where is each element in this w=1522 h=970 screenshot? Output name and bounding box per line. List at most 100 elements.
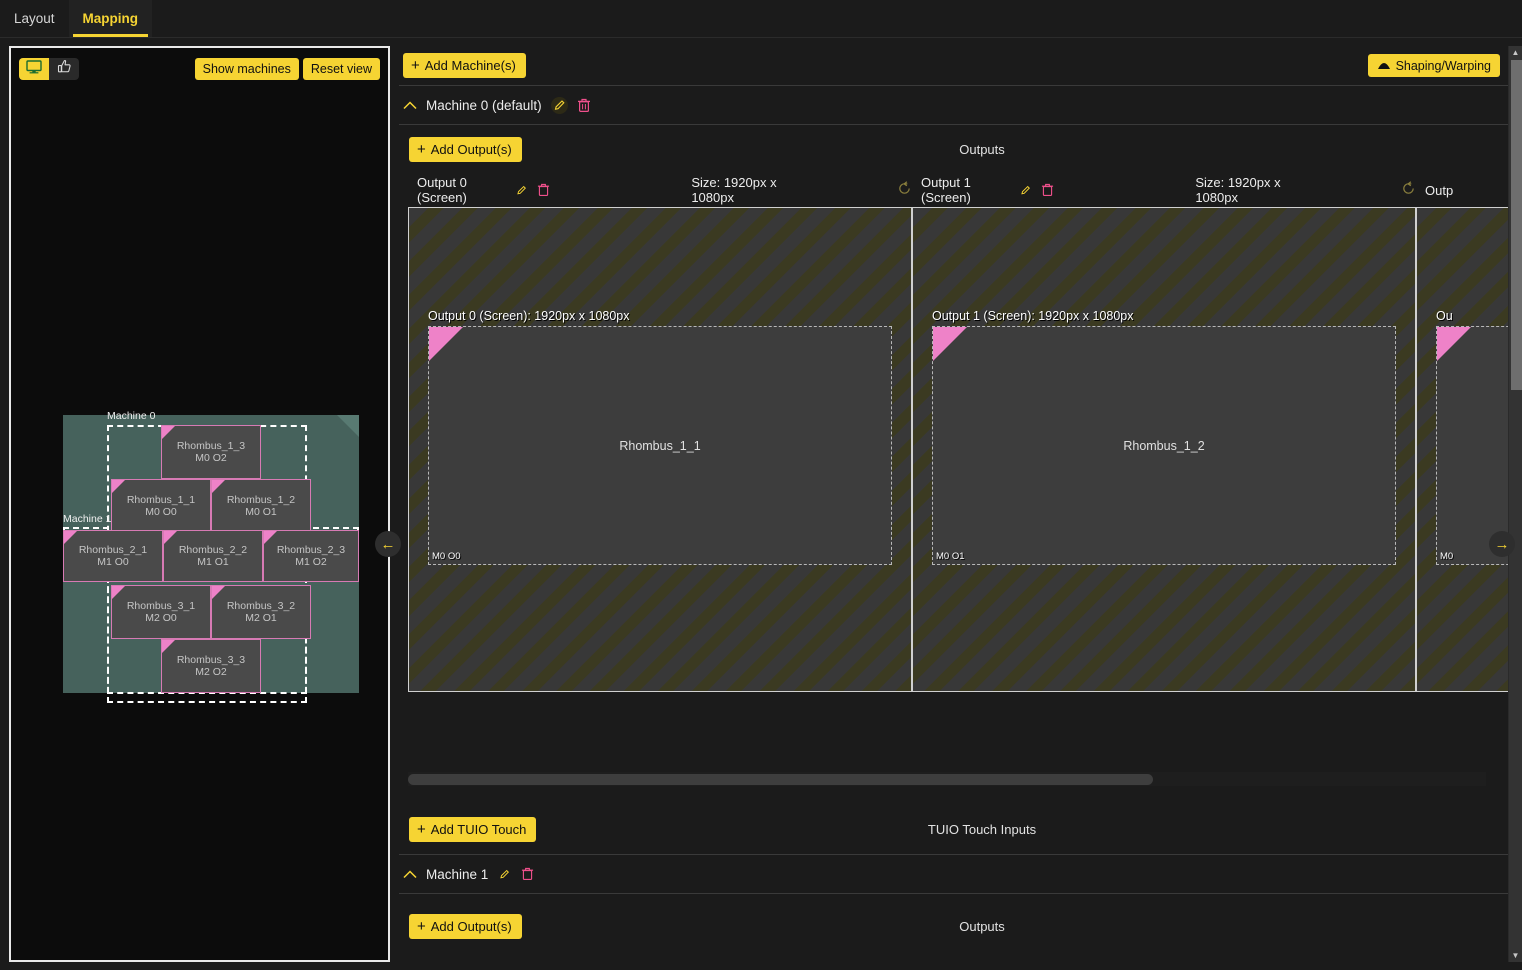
edit-output-1-button[interactable] <box>1018 183 1033 198</box>
output-2-preview[interactable]: Ou M0 <box>1416 207 1508 692</box>
machine-1-name: Machine 1 <box>426 866 489 882</box>
output-0-header: Output 0 (Screen) <box>408 173 912 207</box>
delete-output-1-button[interactable] <box>1041 183 1054 197</box>
region-corner-icon <box>933 327 967 361</box>
region-corner-icon <box>429 327 463 361</box>
main-area: Show machines Reset view Machine 0 Machi… <box>0 38 1522 970</box>
output-2-title: Outp <box>1425 182 1454 198</box>
tile-corner-icon <box>212 586 225 599</box>
delete-machine-1-button[interactable] <box>521 867 534 881</box>
output-1-mapped-region[interactable]: Rhombus_1_2 M0 O1 <box>932 326 1396 565</box>
outputs-strip[interactable]: Output 0 (Screen) <box>399 173 1508 713</box>
tile-rhombus-1-2[interactable]: Rhombus_1_2 M0 O1 <box>211 479 311 533</box>
tile-rhombus-3-2[interactable]: Rhombus_3_2 M2 O1 <box>211 585 311 639</box>
output-1-preview[interactable]: Output 1 (Screen): 1920px x 1080px Rhomb… <box>912 207 1416 692</box>
tile-corner-icon <box>112 480 125 493</box>
edit-output-0-button[interactable] <box>514 183 529 198</box>
expand-panel-button[interactable]: → <box>1489 531 1515 557</box>
machine-box-0-label: Machine 0 <box>107 410 156 422</box>
region-corner-icon <box>1437 327 1471 361</box>
tile-rhombus-3-1[interactable]: Rhombus_3_1 M2 O0 <box>111 585 211 639</box>
delete-machine-0-button[interactable] <box>577 98 591 113</box>
tile-rhombus-1-3[interactable]: Rhombus_1_3 M0 O2 <box>161 425 261 479</box>
tile-rhombus-2-2[interactable]: Rhombus_2_2 M1 O1 <box>163 530 263 582</box>
view-toggle-group <box>19 58 79 80</box>
machine-header-0[interactable]: Machine 0 (default) <box>399 86 1508 125</box>
edit-machine-1-button[interactable] <box>497 867 512 882</box>
plus-icon: + <box>417 820 426 838</box>
tile-corner-icon <box>264 531 277 544</box>
reset-output-0-button[interactable] <box>897 181 912 199</box>
mapping-toolbar: + Add Machine(s) Shaping/Warping <box>399 46 1508 86</box>
thumbs-up-view-button[interactable] <box>49 58 79 80</box>
tile-output: M2 O2 <box>195 666 227 678</box>
tab-layout[interactable]: Layout <box>0 0 69 37</box>
tile-name: Rhombus_3_2 <box>226 599 296 612</box>
scroll-down-icon[interactable]: ▼ <box>1511 951 1520 960</box>
tile-output: M1 O2 <box>295 556 327 568</box>
output-1-center-label: Rhombus_1_2 <box>1123 438 1205 453</box>
tile-rhombus-1-1[interactable]: Rhombus_1_1 M0 O0 <box>111 479 211 533</box>
output-0-overlay-label: Output 0 (Screen): 1920px x 1080px <box>428 309 630 323</box>
delete-output-0-button[interactable] <box>537 183 550 197</box>
thumbs-up-icon <box>57 59 72 79</box>
output-0-size: Size: 1920px x 1080px <box>691 175 777 205</box>
show-machines-button[interactable]: Show machines <box>194 58 299 80</box>
mapping-panel: + Add Machine(s) Shaping/Warping <box>399 46 1522 962</box>
monitor-icon <box>26 59 42 79</box>
tile-rhombus-3-3[interactable]: Rhombus_3_3 M2 O2 <box>161 639 261 693</box>
output-1-header: Output 1 (Screen) <box>912 173 1416 207</box>
machine-header-1[interactable]: Machine 1 <box>399 855 1508 894</box>
output-card-2: Outp Ou M0 <box>1416 173 1508 692</box>
output-0-corner-label: M0 O0 <box>432 551 461 562</box>
preview-panel: Show machines Reset view Machine 0 Machi… <box>9 46 390 962</box>
tile-corner-icon <box>162 426 175 439</box>
outputs-hscroll-thumb[interactable] <box>408 774 1153 785</box>
shaping-warping-button[interactable]: Shaping/Warping <box>1367 54 1500 77</box>
outputs-section-header-1: + Add Output(s) Outputs <box>399 902 1508 950</box>
tile-name: Rhombus_2_1 <box>78 543 148 556</box>
tile-corner-icon <box>64 531 77 544</box>
tile-name: Rhombus_2_2 <box>178 543 248 556</box>
monitor-view-button[interactable] <box>19 58 49 80</box>
tile-output: M0 O1 <box>245 506 277 518</box>
tile-rhombus-2-3[interactable]: Rhombus_2_3 M1 O2 <box>263 530 359 582</box>
outputs-horizontal-scrollbar[interactable] <box>408 772 1486 786</box>
mapping-vscroll-thumb[interactable] <box>1511 60 1522 390</box>
tile-rhombus-2-1[interactable]: Rhombus_2_1 M1 O0 <box>63 530 163 582</box>
machine-divider <box>399 854 1508 855</box>
collapse-panel-button[interactable]: ← <box>375 531 401 557</box>
arrow-right-icon: → <box>1494 535 1510 553</box>
output-card-0: Output 0 (Screen) <box>408 173 912 692</box>
output-0-mapped-region[interactable]: Rhombus_1_1 M0 O0 <box>428 326 892 565</box>
add-tuio-touch-button[interactable]: + Add TUIO Touch <box>409 816 537 842</box>
tile-name: Rhombus_1_1 <box>126 493 196 506</box>
scroll-up-icon[interactable]: ▲ <box>1511 48 1520 57</box>
reset-output-1-button[interactable] <box>1401 181 1416 199</box>
tuio-title-0: TUIO Touch Inputs <box>927 821 1037 837</box>
mapping-vertical-scrollbar[interactable]: ▲ ▼ <box>1508 46 1522 962</box>
tab-mapping[interactable]: Mapping <box>68 0 153 37</box>
tile-corner-icon <box>212 480 225 493</box>
stage-canvas[interactable]: Machine 0 Machine 1 Machine 2 Rhombus_1_… <box>63 410 359 703</box>
add-tuio-label: Add TUIO Touch <box>430 821 527 837</box>
tile-output: M0 O2 <box>195 452 227 464</box>
reset-view-button[interactable]: Reset view <box>302 58 380 80</box>
chevron-up-icon[interactable] <box>403 867 417 882</box>
add-outputs-button-1[interactable]: + Add Output(s) <box>409 913 522 939</box>
output-2-mapped-region[interactable]: M0 <box>1436 326 1508 565</box>
output-1-corner-label: M0 O1 <box>936 551 965 562</box>
warp-icon <box>1377 58 1391 73</box>
add-outputs-button-0[interactable]: + Add Output(s) <box>409 136 522 162</box>
plus-icon: + <box>411 57 420 74</box>
arrow-left-icon: ← <box>380 535 396 553</box>
output-0-preview[interactable]: Output 0 (Screen): 1920px x 1080px Rhomb… <box>408 207 912 692</box>
output-0-center-label: Rhombus_1_1 <box>619 438 701 453</box>
edit-machine-0-button[interactable] <box>550 96 568 114</box>
output-2-overlay-label: Ou <box>1436 309 1453 323</box>
preview-actions: Show machines Reset view <box>194 58 380 80</box>
tile-name: Rhombus_3_1 <box>126 599 196 612</box>
add-outputs-label: Add Output(s) <box>430 141 512 157</box>
chevron-up-icon[interactable] <box>403 98 417 113</box>
add-machines-button[interactable]: + Add Machine(s) <box>403 53 526 78</box>
